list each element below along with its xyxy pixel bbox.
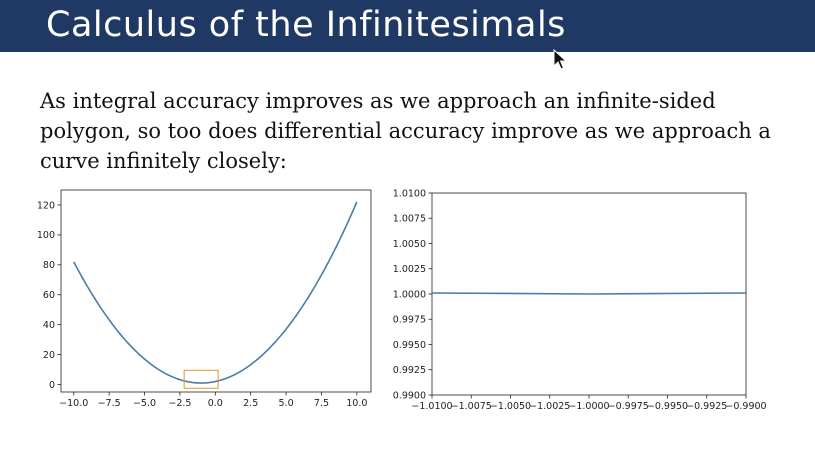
y-tick-label: 1.0050 xyxy=(393,239,426,250)
y-tick-label: 1.0025 xyxy=(393,264,426,275)
x-tick-label: −1.0000 xyxy=(568,401,609,412)
x-tick-label: 5.0 xyxy=(279,398,294,409)
x-tick-label: 10.0 xyxy=(346,398,367,409)
y-tick-label: 0.9900 xyxy=(393,390,426,401)
mouse-cursor-icon xyxy=(553,49,567,70)
y-tick-label: 1.0100 xyxy=(393,188,426,199)
x-tick-label: −0.9975 xyxy=(608,401,649,412)
y-tick-label: 0.9950 xyxy=(393,340,426,351)
x-tick-label: −2.5 xyxy=(168,398,191,409)
y-tick-label: 0.9975 xyxy=(393,315,426,326)
x-tick-label: −0.9900 xyxy=(725,401,766,412)
y-tick-label: 60 xyxy=(43,290,55,301)
x-tick-label: −1.0025 xyxy=(529,401,570,412)
zoomed-chart: −1.0100−1.0075−1.0050−1.0025−1.0000−0.99… xyxy=(393,188,767,412)
y-tick-label: 0 xyxy=(49,380,55,391)
slide-title: Calculus of the Infinitesimals xyxy=(46,5,566,45)
zoom-region-rect xyxy=(183,369,219,389)
x-tick-label: −5.0 xyxy=(133,398,156,409)
series-line xyxy=(73,201,358,384)
y-tick-label: 0.9925 xyxy=(393,365,426,376)
title-bar: Calculus of the Infinitesimals xyxy=(0,0,815,52)
parabola-chart: −10.0 −7.5 −5.0 −2.5 0.0 2.5 5.0 7.5 10.0 0 20 40 60… xyxy=(37,189,372,409)
y-tick-label: 1.0075 xyxy=(393,214,426,225)
x-tick-label: 2.5 xyxy=(243,398,258,409)
y-tick-label: 20 xyxy=(43,350,55,361)
x-tick-label: −1.0100 xyxy=(411,401,452,412)
slide-body-text: As integral accuracy improves as we appr… xyxy=(40,89,771,173)
y-tick-label: 100 xyxy=(37,230,55,241)
x-tick-label: −10.0 xyxy=(59,398,88,409)
x-tick-label: −0.9950 xyxy=(647,401,688,412)
x-tick-label: −7.5 xyxy=(98,398,121,409)
y-tick-label: 120 xyxy=(37,200,55,211)
x-tick-label: 7.5 xyxy=(314,398,329,409)
x-tick-label: −1.0075 xyxy=(451,401,492,412)
x-tick-label: −0.9925 xyxy=(686,401,727,412)
series-line xyxy=(431,292,747,295)
y-tick-label: 1.0000 xyxy=(393,289,426,300)
y-tick-label: 40 xyxy=(43,320,55,331)
x-tick-label: 0.0 xyxy=(208,398,223,409)
y-tick-label: 80 xyxy=(43,260,55,271)
axes-frame xyxy=(60,189,372,393)
x-tick-label: −1.0050 xyxy=(490,401,531,412)
